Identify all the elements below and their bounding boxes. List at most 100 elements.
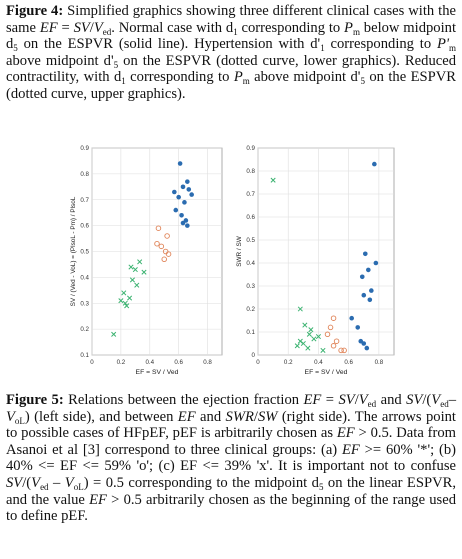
caption-text: /	[89, 19, 94, 36]
y-tick-label: 0.3	[246, 283, 255, 290]
caption-text: –	[48, 474, 65, 491]
data-point-x	[122, 300, 128, 306]
data-point-x	[270, 177, 276, 183]
data-point-star	[179, 212, 184, 218]
y-tick-label: 0.7	[246, 191, 255, 198]
caption-subscript: 5	[318, 481, 324, 492]
data-point-x	[294, 343, 300, 349]
data-point-o	[164, 233, 170, 239]
data-point-x	[137, 259, 143, 265]
caption-subscript: 1	[233, 26, 238, 37]
y-tick-label: 0.5	[246, 237, 255, 244]
caption-text: > 0.5. Data from Asanoi et al [3] corres…	[6, 425, 457, 458]
y-axis-label: SV / (Ved - VoL) = (PlsoL - Pm) / PlsoL	[70, 196, 77, 306]
data-point-star	[359, 274, 365, 280]
caption-text: and	[376, 392, 407, 408]
caption-math: P	[233, 69, 243, 86]
data-point-star	[361, 292, 367, 298]
caption-text: >= 60% '*'; (b) 40% <= EF <= 59% 'o'; (c…	[6, 441, 456, 475]
data-point-x	[121, 290, 127, 296]
y-tick-label: 0.6	[246, 214, 255, 221]
caption-text: on the ESPVR (solid line). Hypertension …	[17, 36, 321, 53]
data-point-star	[177, 161, 183, 166]
data-point-x	[111, 331, 117, 337]
caption-subscript: m	[242, 76, 250, 87]
y-tick-label: 0.7	[80, 197, 89, 204]
data-point-o	[338, 347, 344, 354]
data-point-star	[176, 194, 181, 200]
data-point-x	[320, 347, 326, 353]
data-point-x	[129, 277, 135, 283]
data-point-x	[118, 298, 124, 304]
caption-math: SWR	[225, 408, 254, 425]
data-point-star	[180, 184, 186, 190]
caption-text: corresponding to	[324, 36, 437, 53]
data-point-star	[366, 267, 371, 273]
x-tick-label: 0.2	[284, 359, 293, 366]
caption-text: /(	[22, 474, 32, 491]
caption-text: on the ESPVR (dotted curve, upper graphi…	[6, 69, 456, 102]
caption-text: below midpoint d	[6, 19, 456, 53]
caption-math: EF	[39, 19, 58, 36]
figure-4-label: Figure 4:	[6, 3, 64, 19]
figure-5-caption: Figure 5: Relations between the ejection…	[6, 392, 456, 525]
data-point-star	[361, 341, 367, 346]
data-point-star	[364, 345, 370, 351]
caption-text: corresponding to	[125, 69, 234, 86]
caption-math: P'	[436, 36, 449, 53]
caption-math: V	[93, 19, 103, 36]
x-tick-label: 0.4	[145, 359, 154, 366]
x-tick-label: 0	[90, 359, 94, 366]
data-point-star	[355, 325, 361, 330]
data-point-star	[189, 192, 194, 197]
x-tick-label: 0.6	[344, 359, 353, 366]
caption-text: > 0.5 arbitrarily chosen as the beginnin…	[6, 491, 456, 525]
data-point-o	[154, 240, 160, 247]
x-axis-label: EF = SV / Ved	[305, 369, 348, 376]
data-point-x	[127, 295, 133, 301]
caption-math: EF	[303, 392, 322, 408]
x-tick-label: 0.6	[174, 359, 183, 366]
caption-text: and	[195, 408, 226, 425]
plot-frame	[257, 147, 395, 356]
data-point-star	[186, 187, 192, 192]
x-tick-label: 0.2	[117, 359, 126, 366]
caption-math: EF	[89, 491, 107, 508]
data-point-x	[124, 303, 130, 309]
data-point-star	[185, 179, 190, 184]
caption-subscript: oL	[73, 481, 84, 492]
caption-text: ) (left side), and between	[24, 408, 178, 425]
caption-text: on the linear ESPVR, and the value	[6, 474, 456, 508]
data-point-star	[185, 223, 190, 228]
scatter-chart-right: 0 0.2 0.4 0.6 0.8 0 0.1 0.2 0.3 0.4 0.5 0.6 0.7 0.8 0.…	[236, 145, 395, 376]
data-point-star	[369, 288, 374, 293]
data-point-star	[172, 189, 177, 195]
data-point-o	[327, 324, 334, 331]
data-point-x	[300, 340, 306, 347]
caption-text: (right side). The arrows point to possib…	[6, 408, 456, 442]
data-point-o	[324, 331, 331, 338]
data-point-x	[315, 334, 321, 340]
caption-math: SW	[257, 408, 278, 425]
data-point-x	[132, 267, 138, 273]
data-point-o	[330, 343, 337, 349]
caption-text: /(	[422, 392, 432, 408]
caption-math: V	[64, 474, 74, 491]
caption-math: V	[6, 408, 15, 425]
caption-math: V	[431, 392, 441, 408]
caption-subscript: ed	[102, 26, 112, 37]
caption-subscript: ed	[440, 399, 449, 409]
y-tick-label: 0.9	[246, 145, 255, 152]
caption-math: SV	[406, 392, 423, 408]
caption-text: Relations between the ejection fraction	[63, 392, 304, 408]
data-point-star	[173, 207, 179, 213]
figure-5-plots: 0 0.2 0.4 0.6 0.8 0.1 0.2 0.3 0.4 0.5 0.6 0.7 0.8 0.9…	[62, 140, 402, 385]
x-tick-label: 0.4	[314, 359, 323, 366]
data-point-star	[182, 200, 187, 205]
y-tick-label: 0.1	[246, 329, 255, 336]
caption-text: Simplified graphics showing three differ…	[6, 3, 456, 36]
caption-subscript: m	[352, 26, 360, 37]
data-point-star	[349, 315, 354, 321]
caption-subscript: 5	[113, 59, 119, 70]
data-point-x	[302, 322, 308, 328]
